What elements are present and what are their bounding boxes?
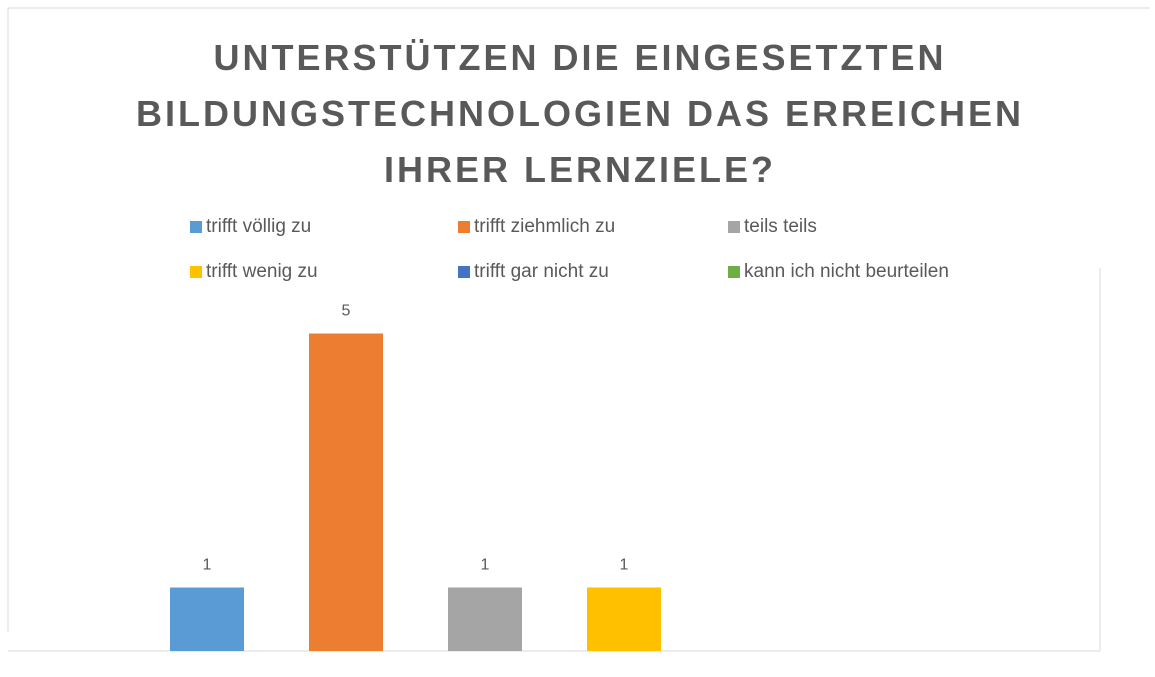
legend-label: kann ich nicht beurteilen <box>744 261 949 282</box>
legend-swatch <box>728 221 740 233</box>
legend-label: trifft gar nicht zu <box>474 261 609 282</box>
legend-swatch <box>458 266 470 278</box>
legend-label: trifft ziehmlich zu <box>474 216 615 237</box>
bar <box>587 587 661 651</box>
bar <box>448 587 522 651</box>
legend-label: teils teils <box>744 216 817 237</box>
data-label: 1 <box>620 557 629 574</box>
legend-swatch <box>190 266 202 278</box>
legend-swatch <box>190 221 202 233</box>
bar <box>309 333 383 651</box>
data-label: 1 <box>481 557 490 574</box>
legend-swatch <box>728 266 740 278</box>
chart-title: UNTERSTÜTZEN DIE EINGESETZTEN BILDUNGSTE… <box>135 37 1025 190</box>
legend-label: trifft wenig zu <box>206 261 318 282</box>
data-label: 5 <box>342 303 351 320</box>
bar <box>170 587 244 651</box>
data-label: 1 <box>203 557 212 574</box>
legend-swatch <box>458 221 470 233</box>
legend-label: trifft völlig zu <box>206 216 311 237</box>
